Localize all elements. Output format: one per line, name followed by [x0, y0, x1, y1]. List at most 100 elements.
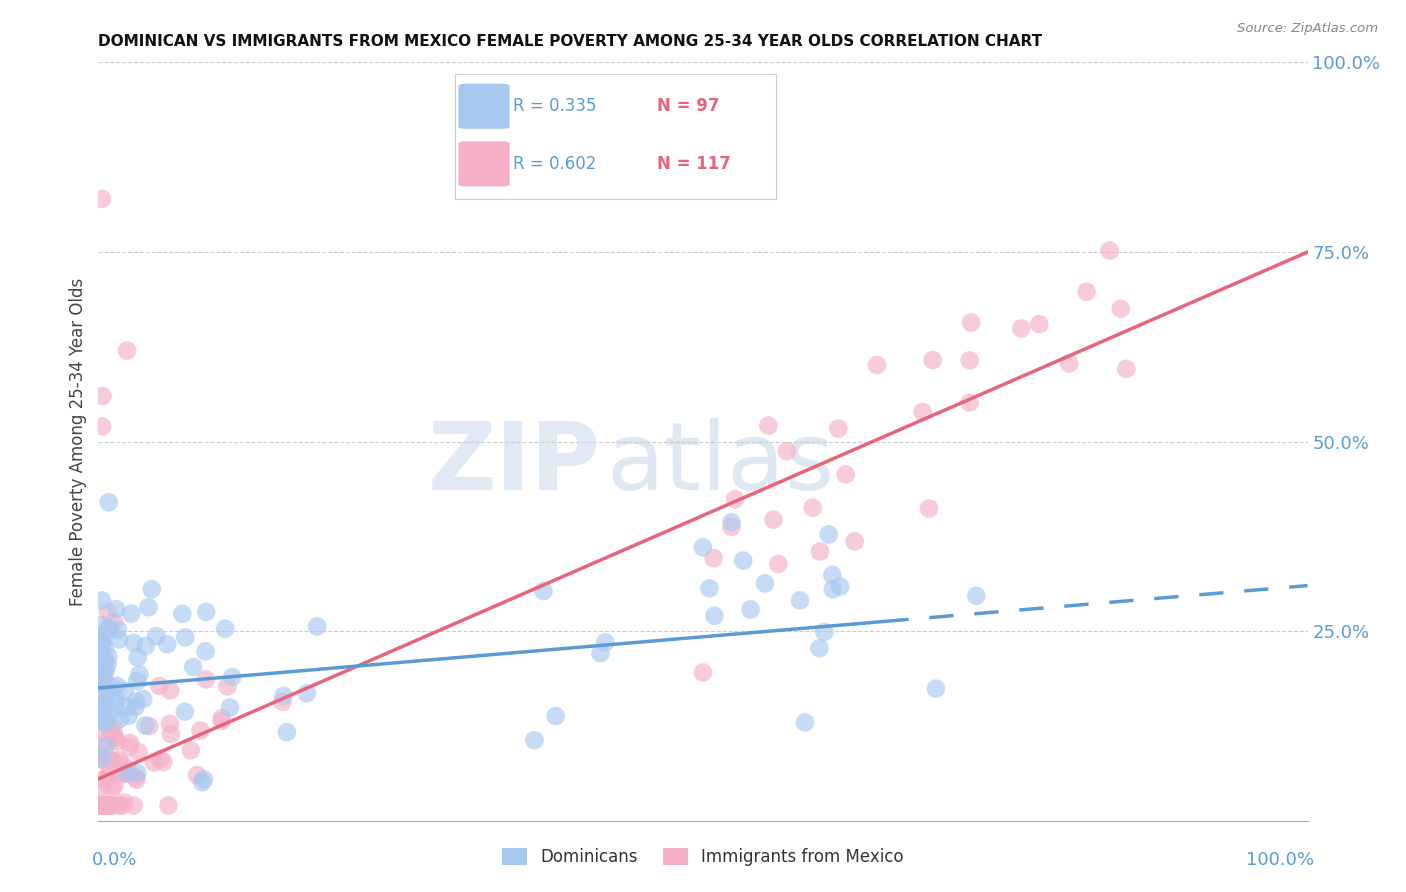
Point: [103, 615, 125, 629]
Point: [91, 798, 114, 813]
Text: atlas: atlas: [606, 418, 835, 510]
Point: [1115, 361, 1137, 376]
Point: [91, 798, 114, 813]
Point: [959, 353, 981, 368]
Point: [544, 709, 567, 723]
Point: [595, 635, 617, 649]
Point: [94, 714, 117, 729]
Point: [91, 798, 114, 813]
Point: [172, 607, 194, 621]
Point: [98, 798, 121, 813]
Point: [194, 644, 217, 658]
Point: [94, 735, 117, 749]
Point: [808, 641, 831, 656]
Point: [830, 580, 852, 594]
Point: [122, 798, 145, 813]
Point: [94, 663, 117, 677]
Point: [122, 636, 145, 650]
Point: [211, 711, 233, 725]
Point: [703, 551, 725, 566]
Point: [125, 772, 148, 787]
Point: [91, 192, 114, 206]
Point: [98, 621, 121, 635]
Point: [91, 798, 114, 813]
Point: [91, 798, 114, 813]
Point: [156, 637, 179, 651]
Point: [97, 768, 120, 782]
Text: 100.0%: 100.0%: [1246, 851, 1313, 869]
Point: [96, 798, 118, 813]
Point: [91, 669, 114, 683]
Point: [100, 706, 122, 720]
Point: [692, 541, 714, 555]
Point: [93, 702, 115, 716]
Point: [965, 589, 987, 603]
Point: [195, 605, 218, 619]
Point: [918, 501, 941, 516]
Point: [104, 731, 127, 746]
Point: [1098, 244, 1121, 258]
Point: [217, 680, 239, 694]
Point: [194, 673, 217, 687]
Point: [1028, 317, 1050, 331]
Point: [1057, 356, 1080, 370]
Point: [754, 576, 776, 591]
Point: [91, 798, 114, 813]
Text: 0.0%: 0.0%: [93, 851, 138, 869]
Point: [724, 492, 747, 507]
Point: [821, 582, 844, 597]
Point: [91, 637, 114, 651]
Point: [91, 683, 114, 698]
Point: [821, 568, 844, 582]
Point: [180, 743, 202, 757]
Point: [91, 752, 114, 766]
Point: [271, 695, 294, 709]
Legend: Dominicans, Immigrants from Mexico: Dominicans, Immigrants from Mexico: [495, 841, 911, 873]
Point: [93, 657, 115, 671]
Point: [91, 389, 114, 403]
Point: [91, 798, 114, 813]
Point: [104, 697, 127, 711]
Point: [827, 422, 849, 436]
Point: [97, 798, 120, 813]
Point: [273, 689, 295, 703]
Point: [91, 659, 114, 673]
Point: [91, 676, 114, 690]
Point: [91, 634, 114, 648]
Point: [699, 582, 721, 596]
Point: [191, 775, 214, 789]
Point: [91, 798, 114, 813]
Point: [118, 736, 141, 750]
Point: [733, 553, 755, 567]
Point: [125, 695, 148, 709]
Point: [174, 631, 197, 645]
Point: [93, 652, 115, 666]
Point: [91, 618, 114, 632]
Point: [97, 798, 120, 813]
Point: [152, 755, 174, 769]
Point: [135, 639, 157, 653]
Point: [101, 680, 124, 694]
Text: Source: ZipAtlas.com: Source: ZipAtlas.com: [1237, 22, 1378, 36]
Point: [100, 754, 122, 768]
Point: [97, 623, 120, 637]
Point: [768, 557, 790, 571]
Point: [188, 723, 211, 738]
Point: [105, 734, 128, 748]
Point: [97, 657, 120, 672]
Point: [148, 679, 170, 693]
Point: [134, 718, 156, 732]
Point: [97, 649, 120, 664]
Point: [91, 700, 114, 714]
Point: [111, 756, 134, 771]
Point: [817, 527, 839, 541]
Point: [118, 739, 141, 754]
Point: [91, 798, 114, 813]
Point: [97, 605, 120, 619]
Point: [93, 656, 115, 670]
Point: [808, 544, 831, 558]
Point: [127, 650, 149, 665]
Point: [91, 676, 114, 690]
Point: [97, 495, 120, 509]
Point: [117, 763, 139, 777]
